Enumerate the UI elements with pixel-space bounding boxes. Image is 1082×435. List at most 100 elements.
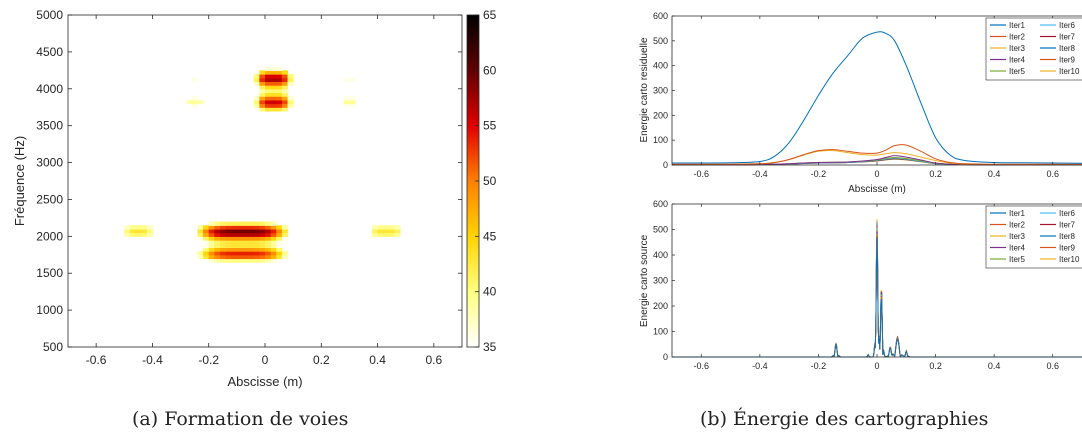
heatmap-cell <box>276 99 283 105</box>
heatmap-cell <box>135 228 142 234</box>
heatmap-x-tick-label: -0.6 <box>86 353 107 367</box>
heatmap-cell <box>270 258 277 263</box>
heatmap-cell <box>248 243 255 248</box>
heatmap-cell <box>343 96 351 101</box>
heatmap-cell <box>281 236 289 241</box>
heatmap-cell <box>259 251 266 256</box>
x-tick-label: -0.6 <box>694 169 710 179</box>
heatmap-cell <box>281 85 289 90</box>
heatmap-cell <box>270 70 277 75</box>
heatmap-cell <box>236 251 244 256</box>
heatmap-cell <box>377 225 384 230</box>
x-tick-label: 0 <box>874 361 879 371</box>
heatmap-cell <box>197 254 204 260</box>
heatmap-cell <box>253 228 260 234</box>
heatmap-cell <box>270 81 277 86</box>
heatmap-cell <box>208 251 215 256</box>
heatmap-cell <box>276 247 283 252</box>
heatmap-ticks: -0.6 -0.4 -0.2 0 0.2 0.4 0.6 500 1000 1500 2000 250… <box>36 8 462 367</box>
heatmap-cell <box>349 77 356 82</box>
residual-legend: Iter1 Iter2 Iter3 Iter4 Iter5 Iter6 Iter7 Iter8… <box>985 17 1082 81</box>
heatmap-cell <box>259 254 266 260</box>
heatmap-cell <box>203 232 210 237</box>
heatmap-cell <box>214 228 221 234</box>
heatmap-cell <box>265 254 272 260</box>
heatmap-cell <box>259 247 266 252</box>
heatmap-cell <box>214 240 221 245</box>
heatmap-cell <box>197 236 204 241</box>
source-legend: Iter1 Iter2 Iter3 Iter4 Iter5 Iter6 Iter7 Iter8… <box>985 205 1082 269</box>
heatmap-cell <box>281 103 289 108</box>
heatmap-cell <box>287 81 294 86</box>
heatmap-cell <box>270 85 277 90</box>
heatmap-cell <box>343 99 351 105</box>
x-tick-label: 0.2 <box>929 169 942 179</box>
legend-label: Iter7 <box>1059 221 1076 230</box>
y-tick-label: 200 <box>653 301 668 311</box>
heatmap-cell <box>129 228 137 234</box>
heatmap-cell <box>259 85 266 90</box>
source-y-axis-label: Energie carto source <box>639 234 650 327</box>
heatmap-cell <box>281 225 289 230</box>
legend-label: Iter2 <box>1009 33 1026 42</box>
heatmap-cell <box>265 225 272 230</box>
colorbar-tick-label: 45 <box>483 229 497 243</box>
legend-label: Iter7 <box>1059 33 1076 42</box>
x-tick-label: 0.6 <box>1046 361 1059 371</box>
heatmap-cell <box>191 77 199 82</box>
heatmap-cell <box>276 85 283 90</box>
heatmap-cell <box>383 225 390 230</box>
heatmap-cell <box>265 81 272 86</box>
source-ticks: -0.6 -0.4 -0.2 0 0.2 0.4 0.6 0 100 200 300 400 500 60… <box>653 199 1059 371</box>
heatmap-cell <box>259 81 266 86</box>
caption-a: (a) Formation de voies <box>132 408 349 430</box>
series-line-iter1 <box>671 31 1082 164</box>
heatmap-cell <box>208 254 215 260</box>
heatmap-cell <box>231 254 238 260</box>
x-tick-label: 0.4 <box>988 169 1001 179</box>
heatmap-cell <box>276 96 283 101</box>
y-tick-label: 0 <box>663 352 668 362</box>
legend-label: Iter6 <box>1059 209 1076 218</box>
heatmap-cell <box>197 99 204 105</box>
heatmap-cell <box>248 251 255 256</box>
heatmap-cell <box>208 247 215 252</box>
heatmap-cell <box>388 225 396 230</box>
heatmap-cell <box>259 96 266 101</box>
y-tick-label: 300 <box>653 86 668 96</box>
heatmap-cell <box>281 74 289 79</box>
heatmap-cell <box>214 232 221 237</box>
legend-label: Iter5 <box>1009 255 1026 264</box>
colorbar-tick-label: 40 <box>483 285 497 299</box>
heatmap-cell <box>265 221 272 226</box>
heatmap-cell <box>276 92 283 97</box>
heatmap-cell <box>124 228 131 234</box>
heatmap-cell <box>208 232 215 237</box>
heatmap-cell <box>265 74 272 79</box>
legend-box <box>985 205 1082 269</box>
heatmap-cell <box>124 225 131 230</box>
residual-x-axis-label: Abscisse (m) <box>848 184 906 195</box>
source-energy-chart: -0.6 -0.4 -0.2 0 0.2 0.4 0.6 0 100 200 300 400 500 60… <box>639 199 1082 371</box>
heatmap-cell <box>265 66 272 71</box>
heatmap-cell <box>265 77 272 82</box>
residual-ticks: -0.6 -0.4 -0.2 0 0.2 0.4 0.6 0 100 200 300 400 500 60… <box>653 11 1059 179</box>
heatmap-cell <box>270 247 277 252</box>
heatmap-cell <box>242 247 249 252</box>
heatmap-cell <box>281 232 289 237</box>
heatmap-cell <box>219 254 227 260</box>
heatmap-cell <box>259 232 266 237</box>
heatmap-cell <box>276 251 283 256</box>
heatmap-cell <box>287 77 294 82</box>
heatmap-cell <box>225 228 232 234</box>
heatmap-cell <box>259 258 266 263</box>
heatmap-cell <box>265 88 272 94</box>
heatmap-cell <box>225 254 232 260</box>
heatmap-cell <box>281 99 289 105</box>
heatmap-cell <box>248 254 255 260</box>
residual-series-lines <box>671 31 1082 166</box>
heatmap-cell <box>191 103 199 108</box>
heatmap-cell <box>236 240 244 245</box>
colorbar-tick-label: 55 <box>483 119 497 133</box>
residual-y-axis-label: Energie carto residuelle <box>639 37 650 142</box>
